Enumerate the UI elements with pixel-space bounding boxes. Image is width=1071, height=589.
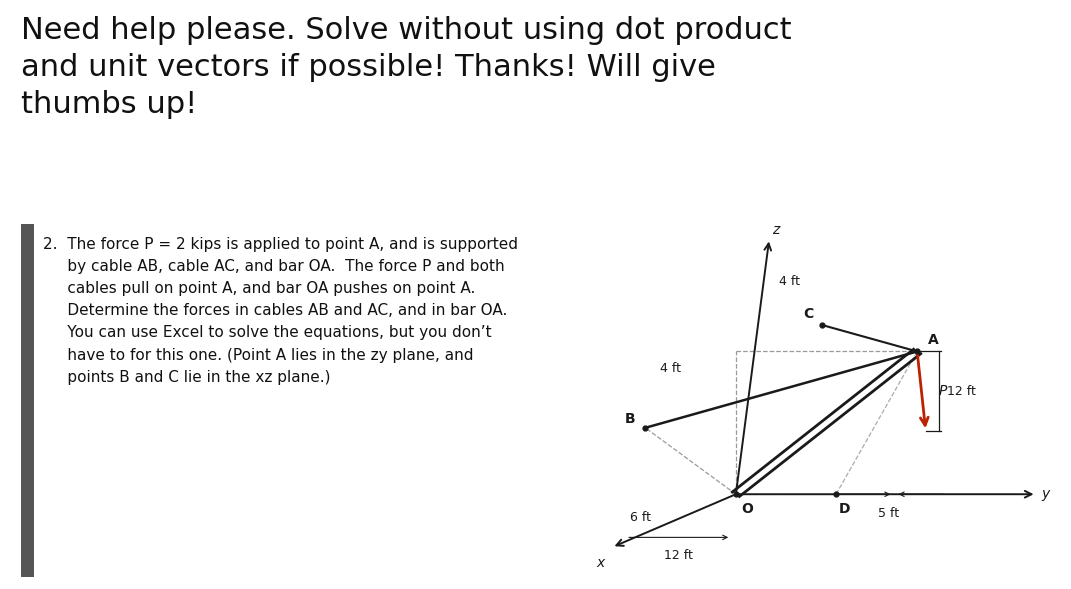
Bar: [21, 224, 34, 577]
Text: P: P: [938, 384, 947, 398]
Text: 4 ft: 4 ft: [660, 362, 681, 375]
Text: 5 ft: 5 ft: [878, 507, 899, 520]
Text: O: O: [741, 501, 754, 515]
Text: 6 ft: 6 ft: [630, 511, 651, 524]
Text: 4 ft: 4 ft: [779, 275, 800, 288]
Text: B: B: [625, 412, 636, 426]
Text: A: A: [927, 333, 938, 348]
Text: x: x: [597, 555, 605, 570]
Text: D: D: [839, 501, 850, 515]
Text: 2.  The force P = 2 kips is applied to point A, and is supported
     by cable A: 2. The force P = 2 kips is applied to po…: [43, 237, 518, 385]
Text: y: y: [1041, 487, 1050, 501]
Text: C: C: [803, 307, 813, 321]
Text: Need help please. Solve without using dot product
and unit vectors if possible! : Need help please. Solve without using do…: [21, 16, 791, 119]
Text: z: z: [771, 223, 779, 237]
Text: 12 ft: 12 ft: [664, 549, 693, 562]
Text: 12 ft: 12 ft: [947, 385, 976, 398]
